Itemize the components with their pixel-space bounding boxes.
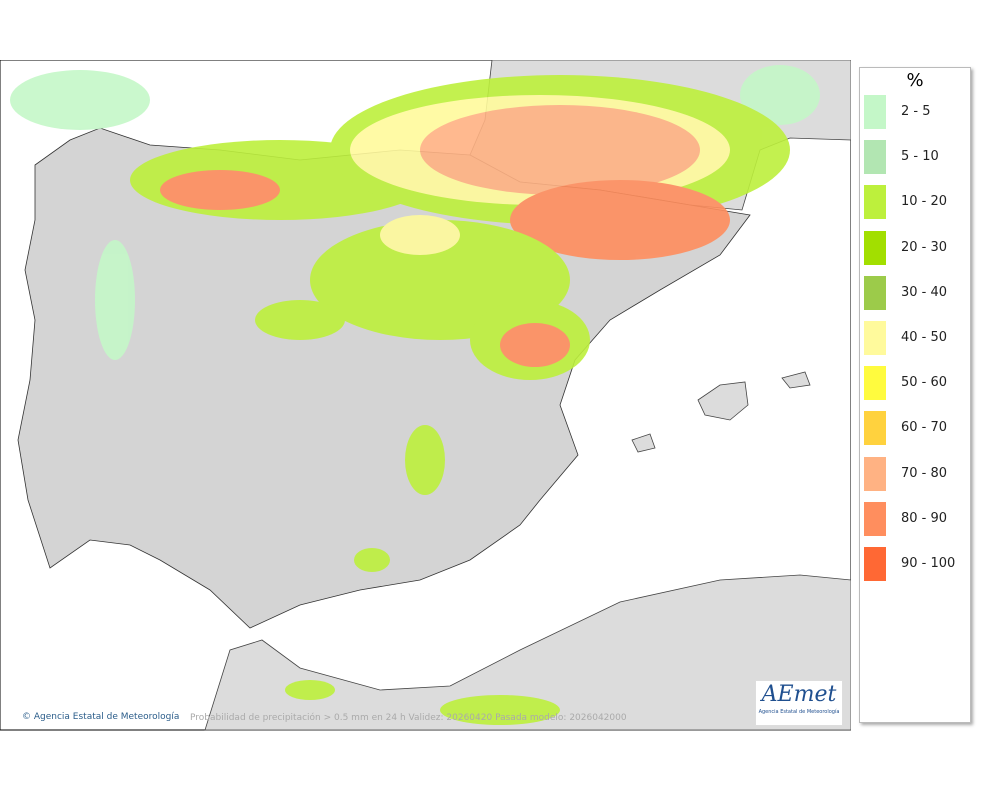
- logo-word: AEmet: [761, 682, 837, 707]
- legend-label: 10 - 20: [901, 194, 948, 210]
- legend-swatch: [864, 321, 886, 355]
- legend-item: 80 - 90: [864, 501, 970, 536]
- legend-item: 60 - 70: [864, 411, 970, 446]
- legend-label: 70 - 80: [901, 465, 948, 481]
- legend-label: 2 - 5: [901, 104, 931, 119]
- legend-label: 60 - 70: [901, 420, 948, 436]
- africa: [204, 574, 851, 731]
- legend-label: 90 - 100: [901, 556, 956, 571]
- legend-swatch: [864, 501, 886, 536]
- legend-label: 50 - 60: [901, 375, 948, 391]
- legend-label: 40 - 50: [901, 330, 948, 345]
- legend: % 2 - 5 5 - 10 10 - 20 20 - 30 30 - 40 40 - 5…: [859, 67, 971, 723]
- legend-item: 2 - 5: [864, 95, 970, 129]
- legend-swatch: [864, 140, 886, 175]
- legend-item: 20 - 30: [864, 230, 970, 265]
- credit: © Agencia Estatal de Meteorología: [22, 712, 180, 722]
- legend-swatch: [864, 411, 886, 446]
- legend-label: 5 - 10: [901, 149, 939, 165]
- legend-item: 10 - 20: [864, 185, 970, 220]
- logo-subtitle: Agencia Estatal de Meteorología: [758, 709, 840, 715]
- ibiza: [631, 433, 656, 453]
- credit-text: Agencia Estatal de Meteorología: [33, 712, 180, 722]
- legend-swatch: [864, 185, 886, 220]
- legend-label: 80 - 90: [901, 510, 948, 526]
- map: [0, 60, 851, 731]
- caption: Probabilidad de precipitación > 0.5 mm e…: [190, 713, 627, 723]
- legend-item: 30 - 40: [864, 275, 970, 310]
- logo: AEmet Agencia Estatal de Meteorología: [755, 680, 843, 726]
- legend-swatch: [864, 456, 886, 491]
- precipitation: [10, 65, 820, 725]
- legend-label: 20 - 30: [901, 239, 948, 255]
- menorca: [781, 371, 811, 389]
- legend-item: 90 - 100: [864, 547, 970, 581]
- legend-swatch: [864, 366, 886, 401]
- legend-item: 5 - 10: [864, 140, 970, 175]
- mallorca: [697, 381, 749, 421]
- legend-label: 30 - 40: [901, 284, 948, 300]
- legend-item: 40 - 50: [864, 321, 970, 355]
- legend-item: 50 - 60: [864, 366, 970, 401]
- legend-title: %: [906, 70, 924, 91]
- legend-swatch: [864, 95, 886, 129]
- legend-swatch: [864, 230, 886, 265]
- legend-swatch: [864, 547, 886, 581]
- legend-item: 70 - 80: [864, 456, 970, 491]
- legend-swatch: [864, 275, 886, 310]
